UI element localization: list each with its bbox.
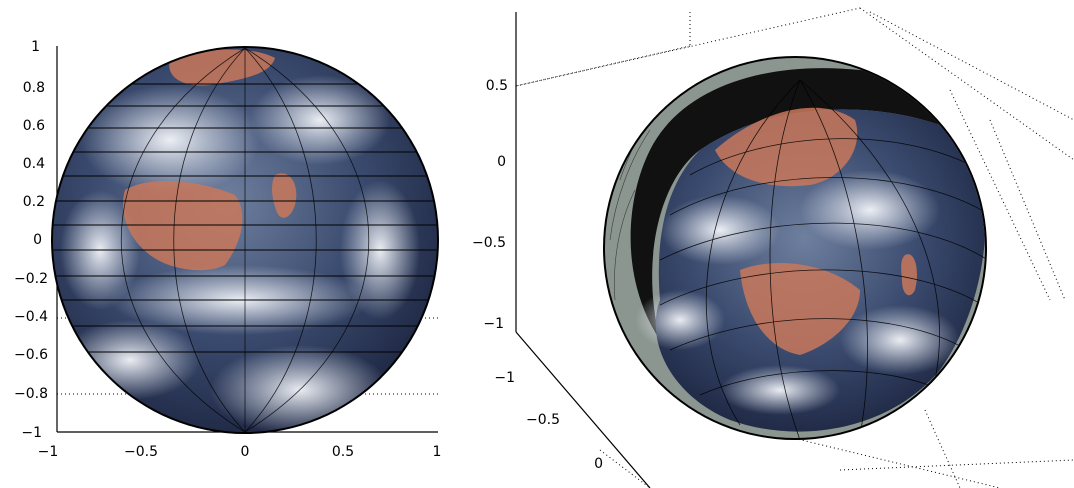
left-y-tick: 0.6 (23, 118, 45, 134)
box-edges (515, 7, 1074, 488)
left-y-tick: −0.8 (14, 386, 48, 402)
left-y-tick: 0 (33, 232, 42, 248)
left-x-tick: 1 (433, 444, 442, 460)
left-y-tick: 0.8 (23, 80, 45, 96)
right-z-tick: −1 (483, 316, 504, 332)
left-y-ticks: 1 0.8 0.6 0.4 0.2 0 −0.2 −0.4 −0.6 −0.8 … (14, 39, 48, 441)
terminator-band (630, 68, 975, 341)
left-y-tick: 0.4 (23, 156, 45, 172)
left-globe (51, 46, 439, 434)
left-y-tick: −1 (21, 425, 42, 441)
left-y-tick: 1 (31, 39, 40, 55)
land-mass (901, 254, 917, 296)
left-y-tick: 0.2 (23, 194, 45, 210)
land-mass (122, 180, 243, 271)
left-x-tick: −0.5 (124, 444, 158, 460)
land-mass (169, 49, 275, 86)
right-y-axis (515, 331, 651, 488)
right-plot: 0.5 0 −0.5 −1 −1 −0.5 0 (472, 7, 1074, 488)
left-x-tick: −1 (38, 444, 59, 460)
right-z-tick: 0.5 (486, 78, 508, 94)
right-globe (603, 56, 987, 440)
right-y-tick: −0.5 (526, 412, 560, 428)
left-y-tick: −0.2 (14, 271, 48, 287)
right-y-ticks: −1 −0.5 0 (494, 370, 603, 472)
left-x-ticks: −1 −0.5 0 0.5 1 (38, 444, 442, 460)
right-y-tick: −1 (494, 370, 515, 386)
right-y-tick: 0 (594, 456, 603, 472)
right-z-tick: −0.5 (472, 235, 506, 251)
left-plot: 1 0.8 0.6 0.4 0.2 0 −0.2 −0.4 −0.6 −0.8 … (14, 39, 442, 460)
land-mass (740, 262, 860, 355)
left-y-tick: −0.6 (14, 347, 48, 363)
left-x-tick: 0 (241, 444, 250, 460)
left-y-tick: −0.4 (14, 309, 48, 325)
left-x-tick: 0.5 (332, 444, 354, 460)
land-mass (272, 173, 297, 218)
land-mass (715, 107, 858, 187)
right-z-tick: 0 (497, 154, 506, 170)
right-z-ticks: 0.5 0 −0.5 −1 (472, 78, 508, 332)
